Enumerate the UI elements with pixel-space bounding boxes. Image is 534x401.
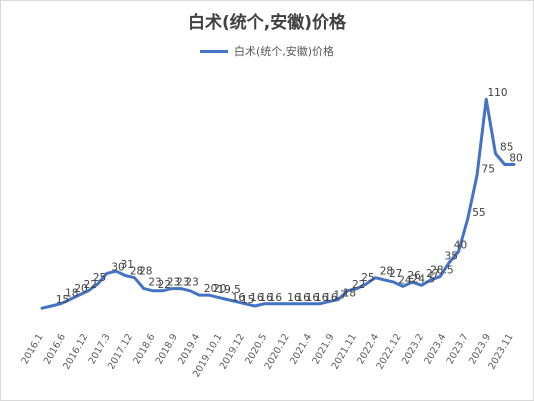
data-label: 28.5 (430, 265, 453, 277)
data-point (142, 287, 145, 290)
data-label: 20 (204, 283, 217, 295)
data-label: 25 (93, 272, 106, 284)
data-label: 23 (167, 277, 180, 289)
data-point (383, 278, 386, 281)
data-label: 80 (509, 153, 522, 165)
data-label: 23 (185, 277, 198, 289)
data-label: 16 (287, 292, 301, 304)
data-label: 110 (487, 87, 507, 99)
data-label: 23 (148, 277, 161, 289)
chart-title: 白术(统个,安徽)价格 (188, 13, 346, 33)
data-label: 85 (500, 142, 513, 154)
data-label: 28 (130, 266, 143, 278)
data-label: 27 (426, 268, 439, 280)
legend-swatch (199, 49, 228, 53)
data-label: 28 (139, 266, 152, 278)
data-label: 16 (269, 292, 283, 304)
data-label: 16 (306, 292, 320, 304)
data-label: 22 (158, 279, 171, 291)
data-label: 16 (259, 292, 273, 304)
data-point (198, 294, 201, 297)
data-label: 20 (213, 283, 226, 295)
data-point (151, 289, 154, 292)
data-point (124, 274, 127, 277)
data-label: 23 (176, 277, 189, 289)
data-label: 24 (398, 274, 412, 286)
data-label: 31 (121, 259, 134, 271)
data-label: 30 (111, 261, 124, 273)
data-label: 35 (445, 250, 458, 262)
data-label: 28 (380, 266, 393, 278)
data-label: 15 (56, 294, 69, 306)
data-label: 25 (361, 272, 374, 284)
data-label: 20 (74, 283, 87, 295)
data-label: 19.5 (217, 284, 240, 296)
data-label: 75 (482, 163, 495, 175)
data-label: 15 (241, 294, 254, 306)
data-label: 16 (296, 292, 310, 304)
data-label: 24.5 (412, 273, 435, 285)
legend[interactable]: 白术(统个,安徽)价格 (0, 43, 534, 59)
data-point (475, 174, 478, 177)
data-label: 22 (352, 279, 365, 291)
data-label: 16 (315, 292, 329, 304)
data-label: 18 (65, 287, 78, 299)
data-point (50, 304, 53, 307)
data-label: 16 (250, 292, 264, 304)
data-label: 16 (324, 292, 338, 304)
data-point (188, 289, 191, 292)
data-label: 22 (84, 279, 97, 291)
data-point (392, 280, 395, 283)
data-point (466, 217, 469, 220)
legend-label: 白术(统个,安徽)价格 (233, 45, 335, 58)
data-point (225, 298, 228, 301)
data-label: 26 (408, 270, 422, 282)
data-label: 40 (454, 240, 467, 252)
series-line (40, 97, 516, 310)
data-label: 27 (389, 268, 402, 280)
data-point (40, 307, 43, 310)
data-point (503, 163, 506, 166)
data-point (494, 152, 497, 155)
data-label: 55 (472, 207, 485, 219)
data-label: 18 (343, 287, 356, 299)
data-label: 17 (333, 290, 346, 302)
data-label: 16 (232, 292, 246, 304)
